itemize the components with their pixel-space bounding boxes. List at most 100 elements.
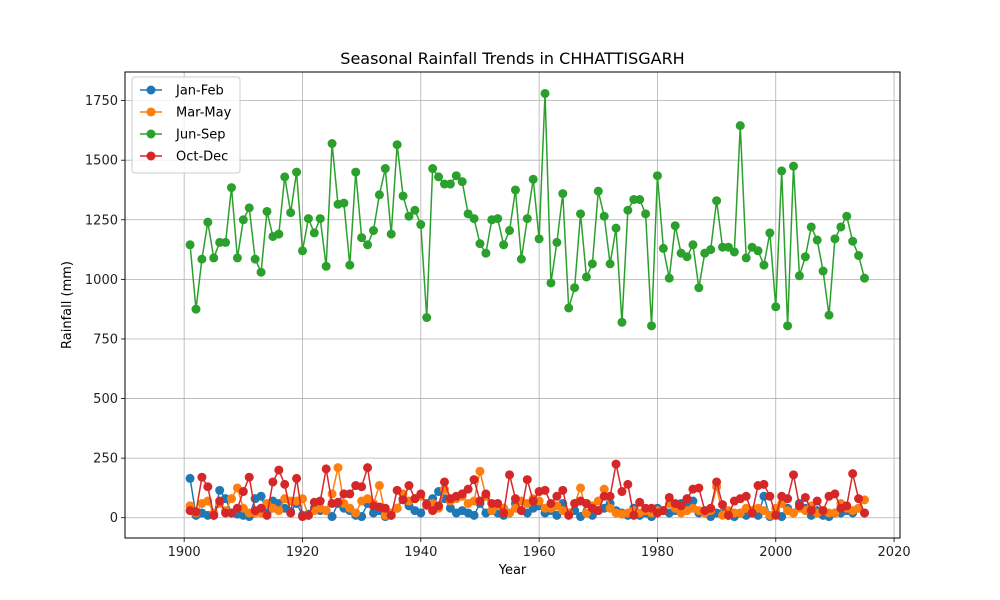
data-point-oct-dec [854,494,864,504]
y-tick-label: 1250 [85,213,118,228]
data-point-jun-sep [860,273,869,283]
data-point-jun-sep [475,239,485,249]
data-point-oct-dec [682,494,692,504]
data-point-jun-sep [712,196,722,206]
data-point-oct-dec [564,510,574,520]
data-point-jun-sep [789,161,799,171]
data-point-oct-dec [333,497,343,507]
legend-label-jan-feb: Jan-Feb [175,84,224,99]
data-point-oct-dec [363,463,373,473]
legend-label-oct-dec: Oct-Dec [176,150,228,165]
data-point-jun-sep [510,185,520,195]
x-tick-label: 2000 [759,545,792,560]
data-point-jun-sep [706,245,716,255]
grid [125,72,900,538]
data-point-jun-sep [522,214,532,224]
data-point-jun-sep [658,243,668,253]
data-point-oct-dec [203,482,213,492]
data-point-mar-may [576,483,586,493]
data-point-jun-sep [339,198,349,208]
data-point-oct-dec [552,491,562,501]
data-point-oct-dec [493,498,503,508]
data-point-jun-sep [605,259,615,269]
data-point-mar-may [327,489,337,499]
y-tick-label: 250 [93,452,118,467]
data-point-jun-sep [765,228,775,238]
data-point-oct-dec [463,484,473,494]
data-point-jun-sep [244,203,254,213]
data-point-oct-dec [232,503,242,513]
data-point-oct-dec [718,500,728,510]
data-point-jun-sep [232,253,242,263]
data-point-oct-dec [191,507,201,517]
data-point-jun-sep [534,234,544,244]
data-point-jun-sep [741,253,751,263]
data-point-jun-sep [558,189,568,199]
x-tick-label: 1980 [641,545,674,560]
data-point-oct-dec [759,479,769,489]
data-point-oct-dec [723,510,733,520]
data-point-jun-sep [812,235,822,245]
data-point-jun-sep [664,273,674,283]
data-point-oct-dec [676,501,686,511]
y-tick-label: 500 [93,392,118,407]
data-point-oct-dec [842,501,852,511]
data-point-oct-dec [658,506,668,516]
data-point-jun-sep [800,252,810,262]
data-point-oct-dec [522,475,532,485]
data-point-oct-dec [238,487,248,497]
data-point-mar-may [392,503,402,513]
data-point-jun-sep [327,139,337,149]
y-tick-label: 1500 [85,154,118,169]
data-point-jun-sep [434,172,444,182]
data-point-jun-sep [197,254,207,264]
data-point-jun-sep [226,183,236,193]
data-point-jun-sep [505,226,515,236]
data-point-oct-dec [469,475,479,485]
data-point-oct-dec [848,469,858,479]
data-point-oct-dec [800,492,810,502]
data-point-oct-dec [197,472,207,482]
data-point-jun-sep [753,246,763,256]
data-point-jun-sep [694,283,704,293]
data-point-oct-dec [510,494,520,504]
data-point-oct-dec [209,510,219,520]
data-point-oct-dec [303,510,313,520]
data-point-jun-sep [309,228,319,238]
data-point-jun-sep [546,278,556,288]
data-point-oct-dec [818,506,828,516]
data-point-mar-may [321,506,331,516]
data-point-jun-sep [617,317,627,327]
data-point-jun-sep [842,211,852,221]
data-point-jun-sep [191,304,201,314]
data-point-jun-sep [250,254,260,264]
data-point-jun-sep [445,179,455,189]
data-point-mar-may [374,481,384,491]
data-point-oct-dec [439,477,449,487]
data-point-oct-dec [321,464,331,474]
data-point-oct-dec [481,489,491,499]
data-point-oct-dec [274,465,284,475]
data-point-jun-sep [688,240,698,250]
data-point-jun-sep [386,229,396,239]
data-point-oct-dec [475,496,485,506]
data-point-jun-sep [185,240,195,250]
data-point-oct-dec [623,479,633,489]
data-point-oct-dec [215,496,225,506]
data-point-jun-sep [392,140,402,150]
data-point-oct-dec [416,489,426,499]
data-point-jun-sep [374,190,384,200]
data-point-oct-dec [771,510,781,520]
data-point-jun-sep [416,220,426,230]
data-point-oct-dec [794,501,804,511]
data-point-jan-feb [327,512,337,522]
data-point-jun-sep [611,223,621,233]
data-point-oct-dec [830,489,840,499]
series-oct-dec [185,459,869,522]
legend-swatch-marker-jun-sep [146,129,156,139]
data-point-jun-sep [280,172,290,182]
legend-label-mar-may: Mar-May [176,106,232,121]
data-point-jun-sep [759,260,769,270]
x-tick-label: 1940 [404,545,437,560]
data-point-oct-dec [505,470,515,480]
